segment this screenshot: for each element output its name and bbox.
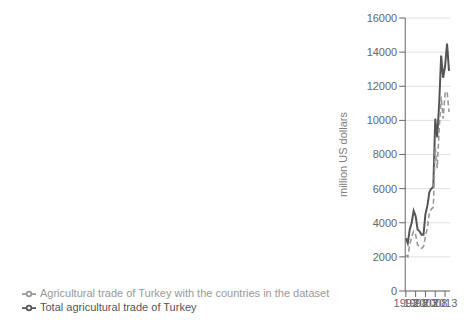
svg-text:8000: 8000 [373,148,397,160]
svg-text:10000: 10000 [367,114,398,126]
svg-text:6000: 6000 [373,183,397,195]
svg-text:4000: 4000 [373,217,397,229]
svg-text:12000: 12000 [367,80,398,92]
svg-text:14000: 14000 [367,46,398,58]
html-text:Total agricultural trade of Tu: Total agricultural trade of Turkey [40,300,197,313]
svg-text:2013: 2013 [433,297,457,309]
svg-text:million US dollars: million US dollars [337,112,349,197]
svg-text:16000: 16000 [367,12,398,24]
svg-text:2000: 2000 [373,251,397,263]
svg-text:0: 0 [391,285,397,297]
html-text:Agricultural trade of Turkey w: Agricultural trade of Turkey with the co… [40,286,330,299]
